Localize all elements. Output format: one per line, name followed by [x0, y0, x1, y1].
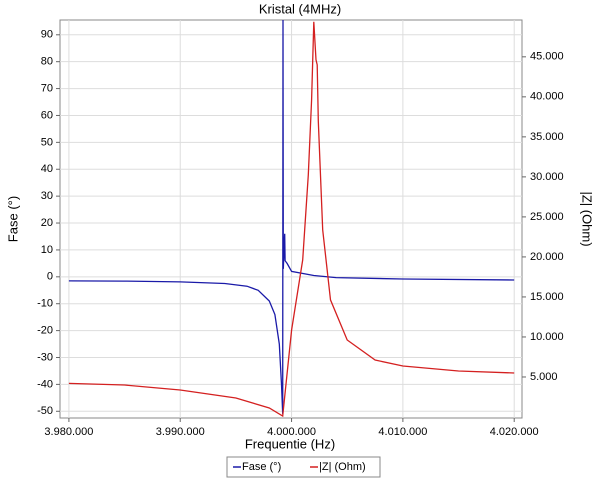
y-tick-label: -50: [37, 405, 53, 417]
y-tick-label: 70: [41, 82, 53, 94]
y2-tick-label: 10.000: [530, 331, 564, 343]
y-tick-label: 30: [41, 190, 53, 202]
legend-label: |Z| (Ohm): [319, 461, 366, 473]
y2-tick-label: 20.000: [530, 251, 564, 263]
data-line: [68, 21, 515, 418]
y-tick-label: -20: [37, 325, 53, 337]
y2-tick-label: 45.000: [530, 51, 564, 63]
y-tick-label: -40: [37, 378, 53, 390]
y2-tick-label: 5.000: [530, 371, 558, 383]
y-axis-label: Fase (°): [5, 196, 20, 242]
chart-title: Kristal (4MHz): [259, 1, 341, 16]
y-tick-label: -10: [37, 298, 53, 310]
plot-area: [59, 19, 523, 419]
y-tick-label: 90: [41, 29, 53, 41]
y-tick-label: 20: [41, 217, 53, 229]
y2-tick-label: 40.000: [530, 91, 564, 103]
x-axis-label: Frequentie (Hz): [245, 436, 335, 451]
legend-box: [226, 456, 381, 478]
x-tick-label: 4.010.000: [378, 426, 427, 438]
y2-tick-label: 30.000: [530, 171, 564, 183]
y-tick-label: 60: [41, 109, 53, 121]
y2-axis-label: |Z| (Ohm): [580, 191, 595, 246]
x-tick-label: 4.020.000: [490, 426, 539, 438]
y-tick-label: -30: [37, 351, 53, 363]
x-tick-label: 3.990.000: [156, 426, 205, 438]
x-tick-label: 3.980.000: [44, 426, 93, 438]
y2-tick-label: 35.000: [530, 131, 564, 143]
y-tick-label: 10: [41, 244, 53, 256]
y-tick-label: 50: [41, 136, 53, 148]
legend-label: Fase (°): [242, 461, 281, 473]
y2-tick-label: 15.000: [530, 291, 564, 303]
y-tick-label: 0: [47, 271, 53, 283]
y-tick-label: 80: [41, 56, 53, 68]
y-tick-label: 40: [41, 163, 53, 175]
y2-tick-label: 25.000: [530, 211, 564, 223]
x-tick-label: 4.000.000: [267, 426, 316, 438]
